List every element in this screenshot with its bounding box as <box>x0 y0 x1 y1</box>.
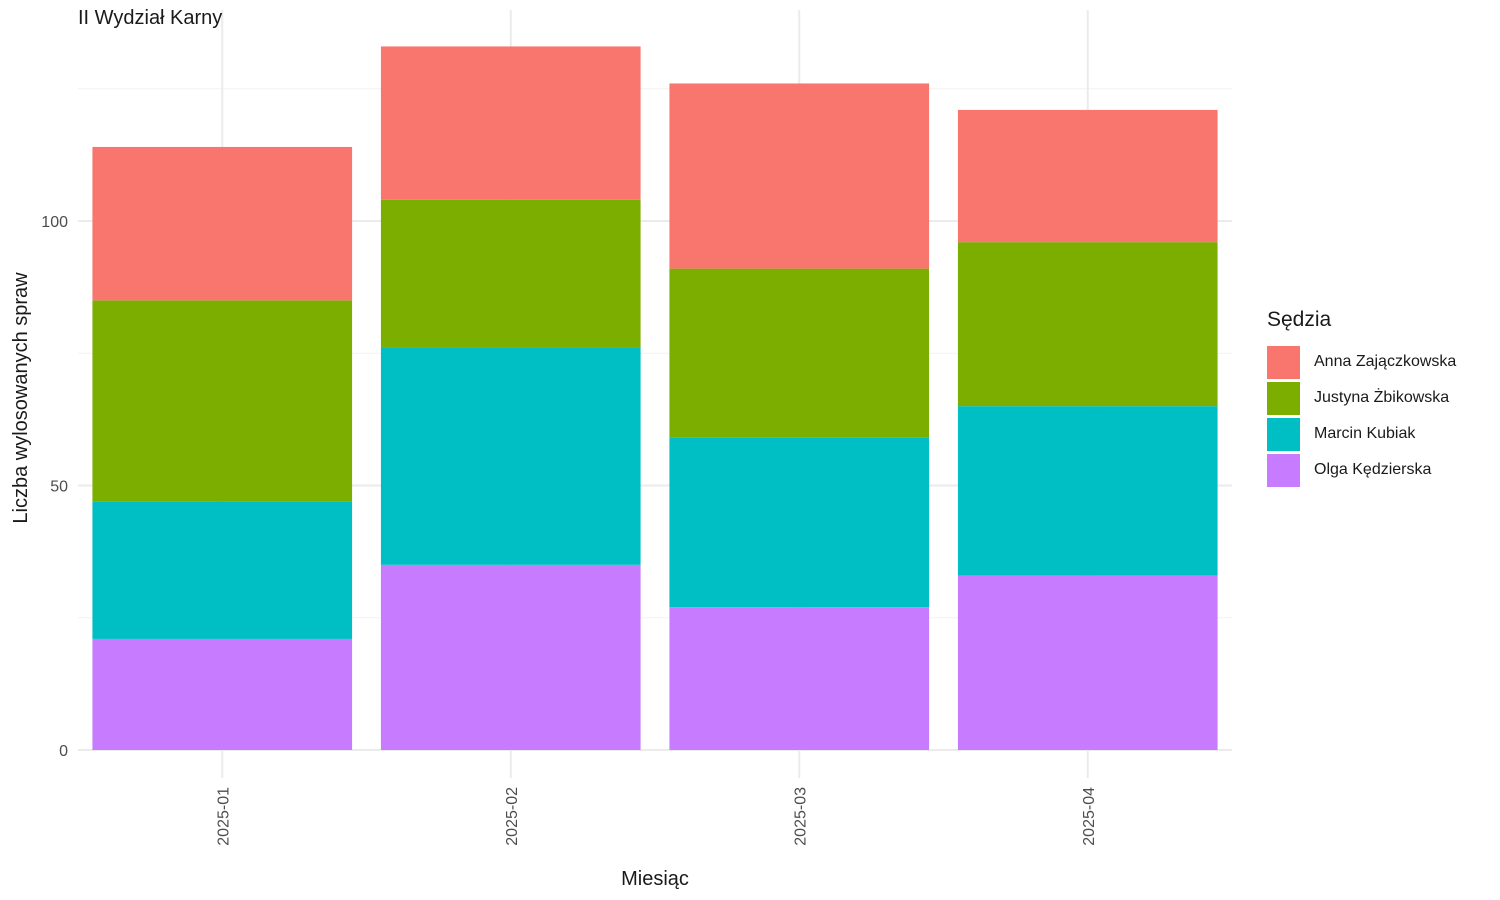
y-axis-title: Liczba wylosowanych spraw <box>10 272 32 524</box>
legend-item: Olga Kędzierska <box>1267 452 1456 488</box>
legend-key <box>1267 345 1300 379</box>
axis-labels: 0 50 100 2025-01 2025-02 2025-03 2025-04 <box>41 214 1097 846</box>
legend-label: Marcin Kubiak <box>1314 425 1416 442</box>
legend-key <box>1267 417 1300 451</box>
bar-segment <box>957 242 1218 407</box>
bar-segment <box>92 501 353 639</box>
legend-item: Marcin Kubiak <box>1267 416 1456 452</box>
bar-segment <box>380 199 641 348</box>
legend-item: Justyna Żbikowska <box>1267 380 1456 416</box>
x-tick-label: 2025-02 <box>504 787 521 846</box>
bar-segment <box>92 300 353 502</box>
bar-segment <box>92 638 353 750</box>
bar-segment <box>957 575 1218 750</box>
legend-key <box>1267 381 1300 415</box>
legend-title: Sędzia <box>1267 308 1332 331</box>
bar-segment <box>380 46 641 200</box>
bars-group <box>92 46 1218 750</box>
y-tick-label: 100 <box>41 214 68 231</box>
bar-segment <box>380 564 641 750</box>
bar-segment <box>669 83 930 269</box>
legend-key <box>1267 453 1300 487</box>
x-tick-label: 2025-01 <box>215 787 232 846</box>
legend-label: Olga Kędzierska <box>1314 461 1432 478</box>
y-tick-label: 0 <box>59 743 68 760</box>
bar-segment <box>92 146 353 301</box>
x-axis-title: Miesiąc <box>621 868 689 890</box>
legend-item: Anna Zajączkowska <box>1267 344 1456 380</box>
x-tick-label: 2025-04 <box>1081 787 1098 846</box>
bar-segment <box>957 109 1218 243</box>
legend: Sędzia Anna Zajączkowska Justyna Żbikowsk… <box>1267 308 1456 488</box>
bar-segment <box>669 437 930 608</box>
y-tick-label: 50 <box>50 479 68 496</box>
facet-title: II Wydział Karny <box>78 7 223 29</box>
bar-segment <box>380 347 641 565</box>
bar-segment <box>669 268 930 438</box>
bar-segment <box>669 607 930 750</box>
x-tick-label: 2025-03 <box>792 787 809 846</box>
legend-items: Anna Zajączkowska Justyna Żbikowska Marcin… <box>1267 344 1456 488</box>
legend-label: Justyna Żbikowska <box>1314 389 1450 406</box>
legend-label: Anna Zajączkowska <box>1314 353 1457 370</box>
bar-segment <box>957 406 1218 576</box>
